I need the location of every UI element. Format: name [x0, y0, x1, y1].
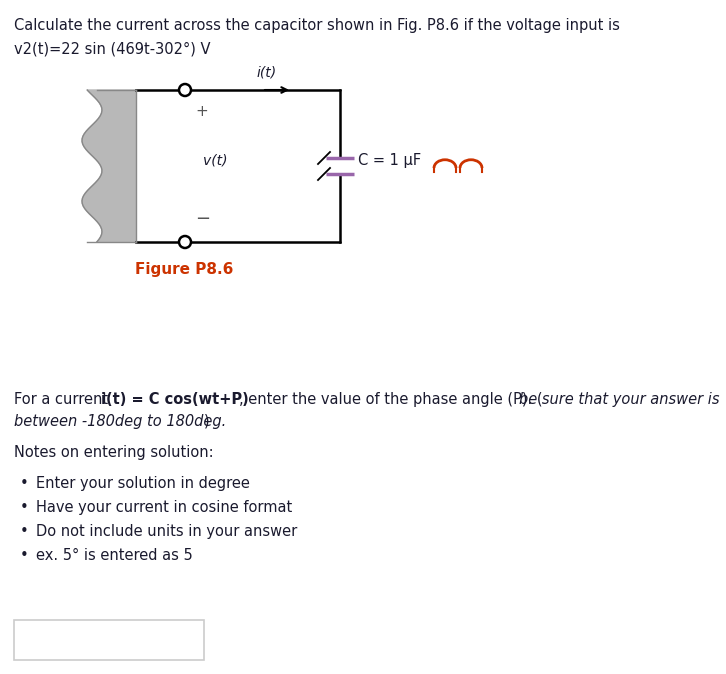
Text: Notes on entering solution:: Notes on entering solution:	[14, 445, 213, 460]
Text: −: −	[195, 210, 210, 228]
Text: •: •	[20, 500, 29, 515]
Text: between -180deg to 180deg.: between -180deg to 180deg.	[14, 414, 227, 429]
Text: •: •	[20, 524, 29, 539]
Text: , enter the value of the phase angle (P). (: , enter the value of the phase angle (P)…	[239, 392, 542, 407]
Text: Enter your solution in degree: Enter your solution in degree	[36, 476, 250, 491]
Polygon shape	[82, 90, 136, 242]
Text: ): )	[204, 414, 210, 429]
Circle shape	[179, 84, 191, 96]
Text: Have your current in cosine format: Have your current in cosine format	[36, 500, 293, 515]
Text: C = 1 μF: C = 1 μF	[358, 154, 421, 168]
Text: v(t): v(t)	[203, 154, 227, 168]
FancyBboxPatch shape	[14, 620, 204, 660]
Text: i(t): i(t)	[257, 66, 277, 80]
Text: be sure that your answer is: be sure that your answer is	[519, 392, 719, 407]
Text: Calculate the current across the capacitor shown in Fig. P8.6 if the voltage inp: Calculate the current across the capacit…	[14, 18, 620, 33]
Text: •: •	[20, 548, 29, 563]
Text: For a current: For a current	[14, 392, 113, 407]
Text: ex. 5° is entered as 5: ex. 5° is entered as 5	[36, 548, 192, 563]
Circle shape	[179, 236, 191, 248]
Text: Figure P8.6: Figure P8.6	[135, 262, 233, 277]
Text: v2(t)=22 sin (469t-302°) V: v2(t)=22 sin (469t-302°) V	[14, 42, 211, 57]
Text: i(t) = C cos(wt+P): i(t) = C cos(wt+P)	[101, 392, 249, 407]
Text: +: +	[195, 104, 208, 119]
Text: •: •	[20, 476, 29, 491]
Text: Do not include units in your answer: Do not include units in your answer	[36, 524, 297, 539]
